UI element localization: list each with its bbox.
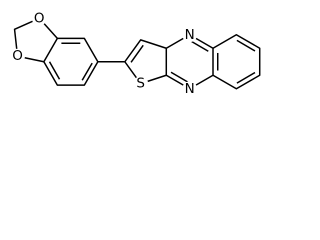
label-mask bbox=[182, 27, 198, 43]
label-mask bbox=[133, 76, 149, 92]
label-mask bbox=[31, 10, 47, 26]
structure: O O S N N bbox=[10, 10, 261, 97]
molecule-diagram: O O S N N bbox=[10, 10, 261, 97]
bond bbox=[189, 39, 209, 52]
bond bbox=[48, 61, 61, 80]
atom-label: S bbox=[136, 76, 145, 92]
bond bbox=[81, 62, 93, 81]
atom-label: O bbox=[12, 48, 23, 64]
atom-label: N bbox=[185, 27, 195, 43]
bond bbox=[212, 34, 261, 90]
bond bbox=[170, 71, 191, 84]
bond bbox=[13, 17, 58, 63]
bond bbox=[236, 71, 256, 84]
bond bbox=[43, 37, 99, 86]
label-mask bbox=[10, 48, 25, 64]
page: O O S N N (() => { const data = JSON.par… bbox=[0, 0, 320, 103]
label-mask bbox=[182, 81, 198, 97]
bond bbox=[130, 44, 144, 63]
bond bbox=[236, 39, 256, 52]
bond bbox=[124, 39, 167, 63]
atom-label: O bbox=[34, 10, 45, 26]
atom-label: N bbox=[185, 81, 195, 97]
